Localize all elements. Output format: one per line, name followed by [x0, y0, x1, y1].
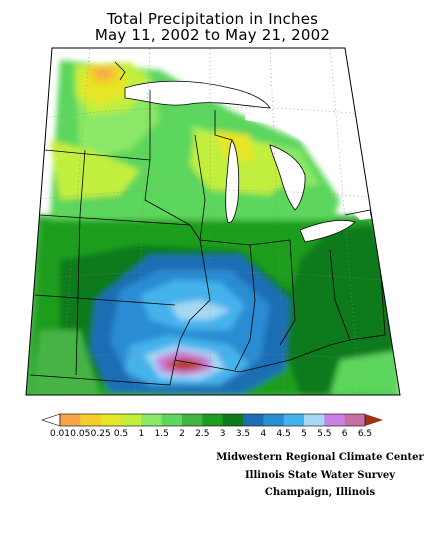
legend-tick-label: 6.5	[358, 429, 372, 439]
legend-swatch	[202, 414, 224, 426]
state-borders	[29, 90, 386, 386]
graticule	[29, 48, 400, 395]
legend-swatch	[324, 414, 346, 426]
credit-line2: Illinois State Water Survey	[244, 470, 396, 481]
legend-swatch	[222, 414, 244, 426]
legend-outline	[59, 413, 366, 427]
legend-swatch	[100, 414, 122, 426]
legend-swatch	[60, 414, 81, 426]
legend-tick-label: 3.5	[236, 429, 250, 439]
coastlines	[114, 61, 356, 243]
legend-tick-label: 4	[260, 429, 266, 439]
legend-swatch	[121, 414, 142, 426]
legend-swatch	[304, 414, 325, 426]
precipitation-field	[26, 48, 400, 395]
legend-swatch	[344, 414, 366, 426]
legend-tick-label: 5.5	[317, 429, 331, 439]
legend-arrow-right	[365, 414, 383, 426]
legend-tick-label: 0.25	[91, 429, 111, 439]
credit-line1: Midwestern Regional Climate Center	[216, 452, 424, 463]
legend-swatch	[243, 414, 264, 426]
legend-swatch	[263, 414, 285, 426]
map-title-line1: Total Precipitation in Inches	[106, 10, 319, 28]
legend-tick-label: 0.01	[50, 429, 70, 439]
legend-swatch	[141, 414, 163, 426]
legend-tick-label: 4.5	[277, 429, 291, 439]
legend-tick-label: 3	[220, 429, 226, 439]
legend-swatch	[283, 414, 305, 426]
legend-tick-label: 2	[179, 429, 185, 439]
legend-swatch	[182, 414, 203, 426]
credit-line3: Champaign, Illinois	[264, 487, 376, 498]
legend-swatch	[80, 414, 102, 426]
legend-swatch	[161, 414, 183, 426]
legend-tick-label: 2.5	[195, 429, 209, 439]
legend-tick-label: 6	[342, 429, 348, 439]
legend-tick-label: 0.5	[114, 429, 128, 439]
legend-tick-label: 0.05	[70, 429, 90, 439]
map-title-line2: May 11, 2002 to May 21, 2002	[94, 26, 331, 44]
legend-tick-label: 1.5	[155, 429, 169, 439]
legend-tick-label: 5	[301, 429, 307, 439]
legend-tick-label: 1	[138, 429, 144, 439]
legend-arrow-left	[41, 413, 61, 427]
